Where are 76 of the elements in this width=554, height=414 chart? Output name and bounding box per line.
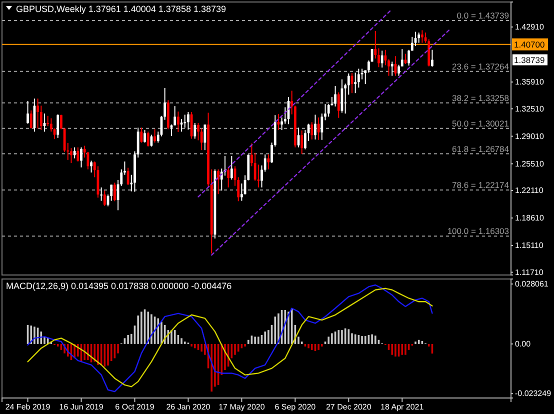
y-tick-label: 1.29010 xyxy=(515,132,544,141)
chart-title: GBPUSD,Weekly 1.37961 1.40004 1.37858 1.38739 xyxy=(16,4,226,14)
candlestick xyxy=(154,128,156,144)
candlestick xyxy=(60,114,62,130)
chart-title: MACD(12,26,9) 0.014395 0.017838 0.000000 -0.004476 xyxy=(6,281,232,291)
y-tick-label: 1.22110 xyxy=(515,186,544,196)
candlestick xyxy=(200,128,203,151)
x-tick-label: 27 Dec 2020 xyxy=(326,402,372,412)
candlestick xyxy=(204,124,206,151)
y-tick-label: 1.42910 xyxy=(515,22,544,32)
candlestick xyxy=(146,131,150,148)
candlestick xyxy=(144,130,146,144)
candlestick xyxy=(354,72,357,94)
x-tick-label: 26 Jan 2020 xyxy=(166,402,211,412)
candlestick xyxy=(314,114,316,140)
candlestick xyxy=(26,100,29,124)
candlestick xyxy=(370,48,374,62)
candlestick xyxy=(187,111,190,130)
candlestick xyxy=(194,122,196,140)
y-tick-label: 0.028061 xyxy=(515,280,549,289)
candlestick xyxy=(267,154,270,170)
candlestick xyxy=(431,49,434,68)
x-tick-label: 24 Feb 2019 xyxy=(5,402,51,412)
y-tick-label: 0.00 xyxy=(515,340,532,349)
candlestick xyxy=(176,111,180,133)
y-tick-label: -0.023249 xyxy=(515,389,552,398)
candlestick xyxy=(418,32,420,44)
candlestick xyxy=(126,167,130,186)
candlestick xyxy=(337,92,340,118)
y-tick-label: 1.15110 xyxy=(515,241,544,250)
candlestick xyxy=(227,167,230,188)
candlestick xyxy=(230,155,233,180)
y-tick-label: 1.25510 xyxy=(515,159,544,168)
candlestick xyxy=(56,114,60,138)
candlestick xyxy=(217,168,220,195)
candlestick xyxy=(30,110,32,129)
ref-line-label: 61.8 = 1.26784 xyxy=(452,144,510,154)
x-tick-label: 6 Oct 2019 xyxy=(115,402,155,412)
y-tick-label: 1.35910 xyxy=(515,78,544,87)
ref-line-label: 38.2 = 1.33258 xyxy=(452,92,510,103)
ref-line-label: 0.0 = 1.43739 xyxy=(456,10,510,20)
candlestick xyxy=(320,113,324,140)
candlestick xyxy=(73,146,76,159)
candlestick xyxy=(380,50,384,68)
y-tick-label: 1.32510 xyxy=(515,104,544,114)
candlestick xyxy=(334,86,336,107)
candlestick xyxy=(140,127,143,144)
y-tick-label: 1.11710 xyxy=(515,268,544,277)
candlestick xyxy=(113,182,116,202)
candlestick xyxy=(390,61,394,76)
candlestick xyxy=(36,98,40,129)
candlestick xyxy=(90,160,92,173)
candlestick xyxy=(80,146,82,168)
ref-line-label: 100.0 = 1.16303 xyxy=(447,226,510,236)
candlestick xyxy=(310,122,314,140)
ref-line-label: 78.6 = 1.22174 xyxy=(452,180,510,190)
candlestick xyxy=(184,114,186,128)
ref-line-label: 50.0 = 1.30021 xyxy=(452,118,510,128)
candlestick xyxy=(317,116,320,140)
x-tick-label: 16 Jun 2019 xyxy=(59,402,104,412)
x-tick-label: 17 May 2020 xyxy=(218,402,266,412)
candlestick xyxy=(420,30,424,44)
candlestick xyxy=(300,130,304,155)
y-tick-label: 1.18610 xyxy=(515,214,544,223)
x-tick-label: 6 Sep 2020 xyxy=(274,402,316,412)
ref-line-label: 23.6 = 1.37264 xyxy=(452,61,510,72)
candlestick xyxy=(100,186,103,202)
x-tick-label: 18 Apr 2021 xyxy=(380,402,424,412)
candlestick xyxy=(103,190,106,206)
ref-line-label: 1.40700 xyxy=(514,39,545,50)
annotation: 1.38739 xyxy=(514,54,545,65)
candlestick xyxy=(394,56,397,76)
candlestick xyxy=(384,49,387,66)
candlestick xyxy=(76,146,80,162)
candlestick xyxy=(368,60,370,74)
candlestick xyxy=(190,111,193,140)
